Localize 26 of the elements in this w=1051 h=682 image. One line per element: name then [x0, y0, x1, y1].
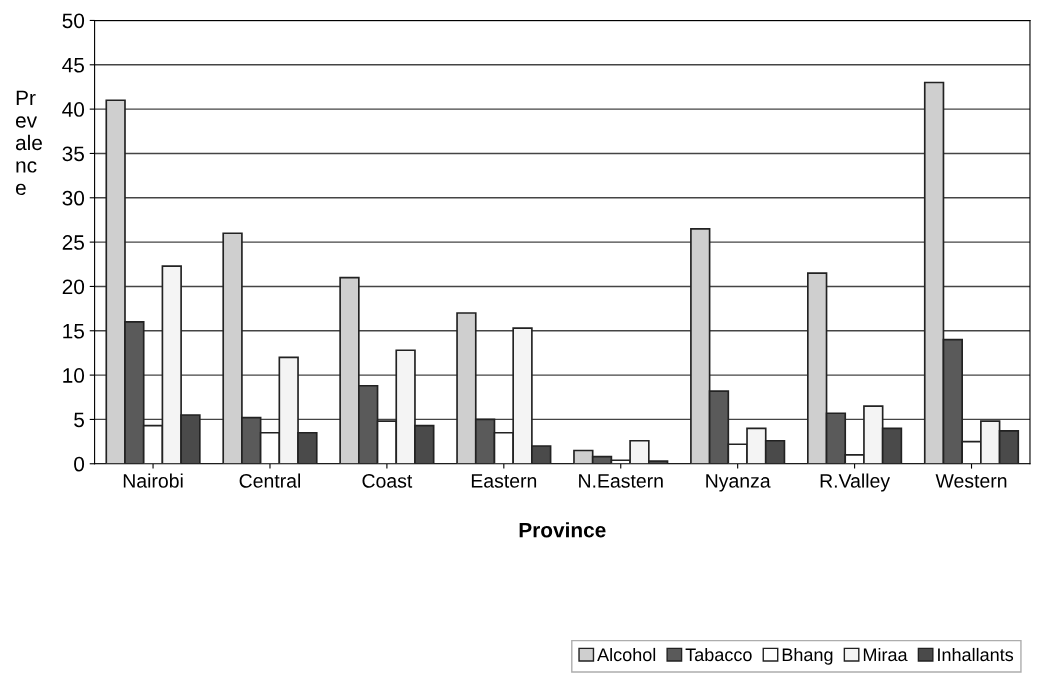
y-tick-label: 45 — [62, 58, 84, 73]
x-tick-label: Western — [935, 474, 1007, 488]
x-axis-title: Province — [519, 522, 606, 538]
legend-label: Tabacco — [685, 647, 752, 662]
y-tick-label: 5 — [74, 412, 84, 428]
x-tick-label: Coast — [362, 474, 413, 488]
y-tick-label: 40 — [62, 102, 85, 117]
legend-label: Alcohol — [597, 647, 656, 662]
y-tick-label: 35 — [62, 146, 84, 162]
y-tick-label: 30 — [62, 190, 85, 206]
y-tick-label: 50 — [62, 13, 85, 29]
y-tick-label: 15 — [63, 323, 84, 339]
y-tick-label: 0 — [74, 456, 85, 472]
y-axis-title: Pr ev ale nc e — [15, 90, 42, 196]
x-tick-label: Eastern — [471, 474, 537, 488]
x-tick-label: N.Eastern — [579, 474, 663, 488]
y-tick-label: 10 — [63, 368, 85, 383]
x-tick-label: Central — [239, 473, 301, 488]
x-tick-label: R.Valley — [820, 473, 891, 492]
legend-label: Inhallants — [938, 647, 1014, 662]
legend-label: Miraa — [863, 647, 908, 662]
y-tick-label: 25 — [62, 235, 84, 250]
x-tick-label: Nairobi — [123, 473, 183, 488]
legend-label: Bhang — [782, 647, 833, 665]
x-tick-label: Nyanza — [706, 474, 771, 492]
y-tick-label: 20 — [62, 279, 85, 295]
